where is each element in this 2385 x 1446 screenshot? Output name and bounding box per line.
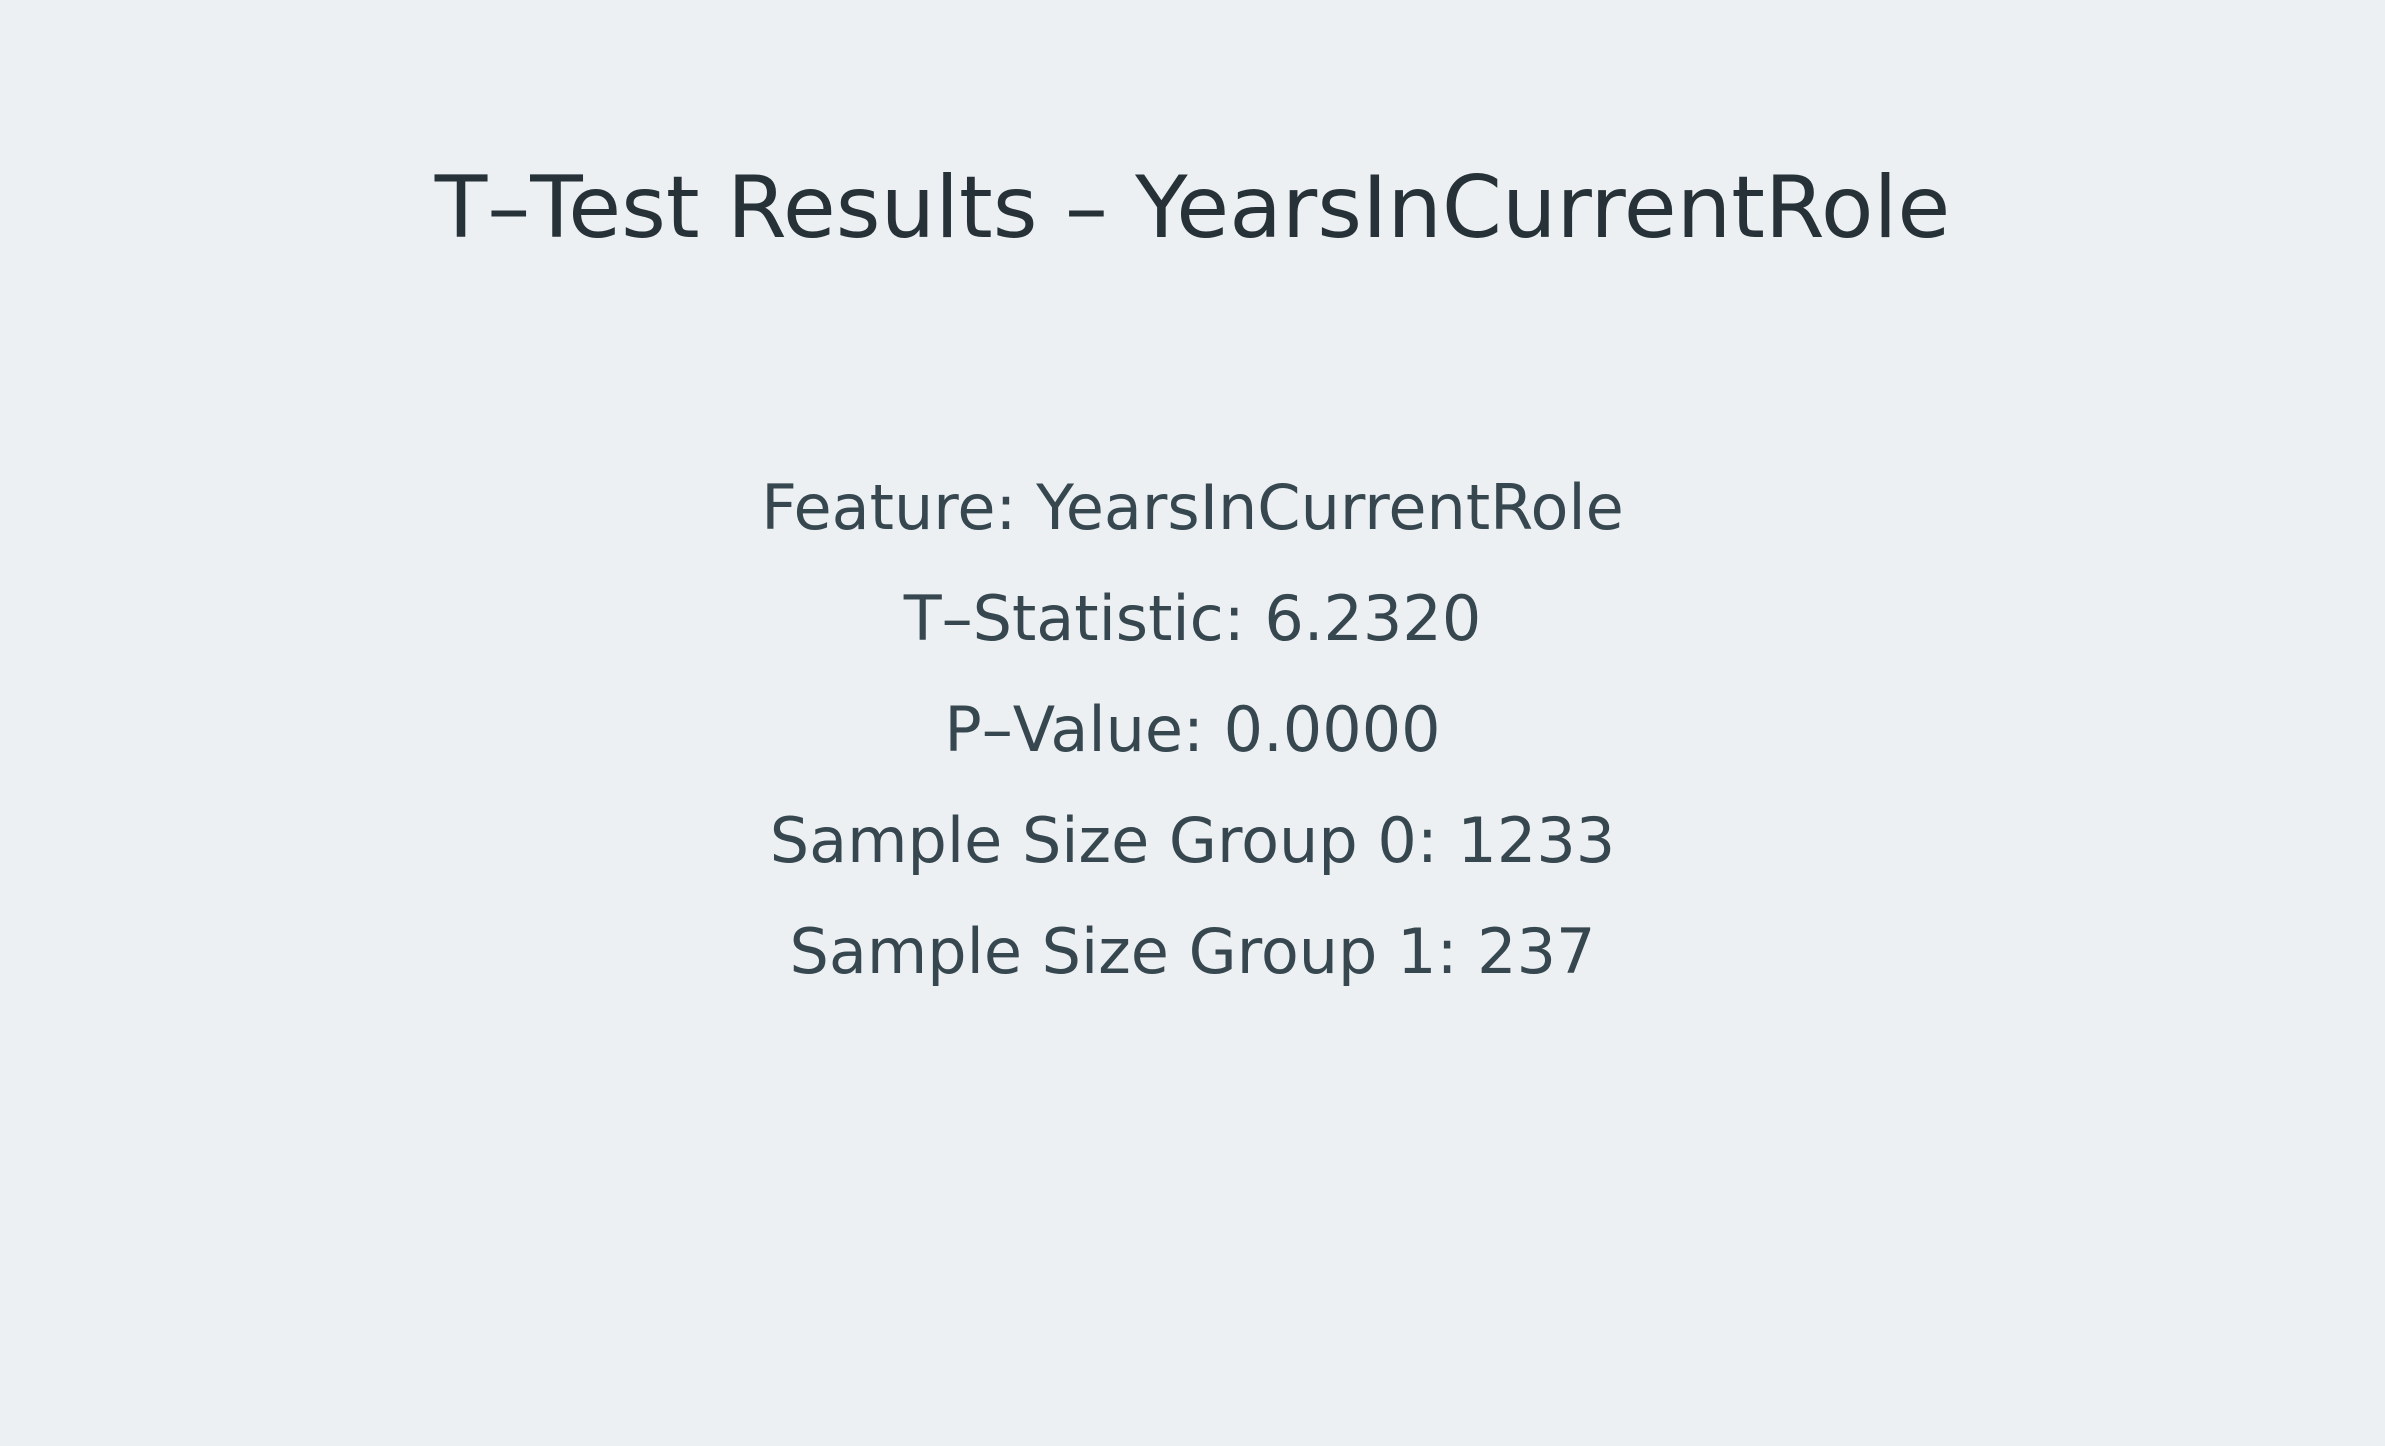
sample-size-group-0-line: Sample Size Group 0: 1233 [769, 804, 1616, 877]
test-statistics-list: Feature: YearsInCurrentRole T–Statistic:… [0, 452, 2385, 1007]
t-statistic-line: T–Statistic: 6.2320 [903, 582, 1482, 655]
page-title: T–Test Results – YearsInCurrentRole [434, 158, 1951, 258]
p-value-line: P–Value: 0.0000 [944, 693, 1441, 766]
feature-line: Feature: YearsInCurrentRole [761, 471, 1624, 544]
sample-size-group-1-line: Sample Size Group 1: 237 [789, 915, 1596, 988]
